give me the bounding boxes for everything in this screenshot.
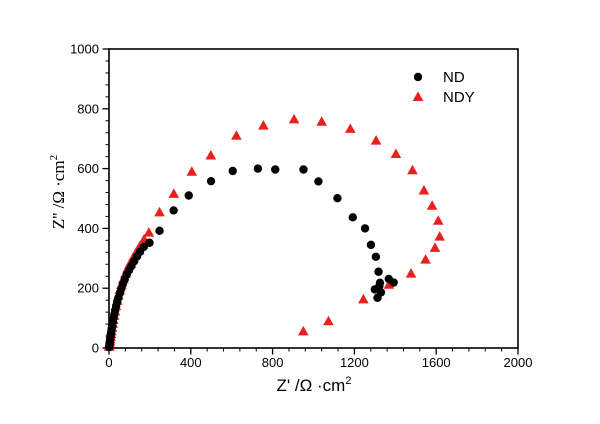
legend-marker-ndy-triangle-icon [412,91,424,101]
y-tick-label: 600 [77,161,99,176]
x-tick-label: 1200 [340,355,369,370]
x-tick-label: 800 [262,355,284,370]
x-axis-title: Z' /Ω ·cm2 [277,375,352,395]
data-points-layer [103,113,445,352]
y-tick-label: 400 [77,221,99,236]
x-tick-label: 1600 [422,355,451,370]
x-tick-label: 0 [105,355,112,370]
legend-label-ndy: NDY [443,89,475,106]
y-axis-title: Z'' /Ω ·cm2 [48,155,68,229]
legend-marker-nd-circle-icon [413,72,423,82]
legend-label-nd: ND [443,69,465,86]
x-tick-label: 2000 [504,355,533,370]
series-nd-points [105,164,398,352]
x-axis-title-sup: 2 [345,375,351,387]
legend: ND NDY [412,69,475,106]
y-axis-title-sup: 2 [48,155,60,161]
y-tick-label: 0 [92,341,99,356]
axes-layer: 0 400 800 1200 1600 2000 0 200 400 600 800 1000 [70,42,532,371]
y-tick-label: 1000 [70,42,99,57]
x-axis-title-base: Z' /Ω ·cm [277,376,346,395]
y-axis-title-base: Z'' /Ω ·cm [49,160,68,229]
y-tick-label: 200 [77,281,99,296]
y-tick-label: 800 [77,101,99,116]
x-tick-label: 400 [180,355,202,370]
series-ndy-points [103,113,445,351]
